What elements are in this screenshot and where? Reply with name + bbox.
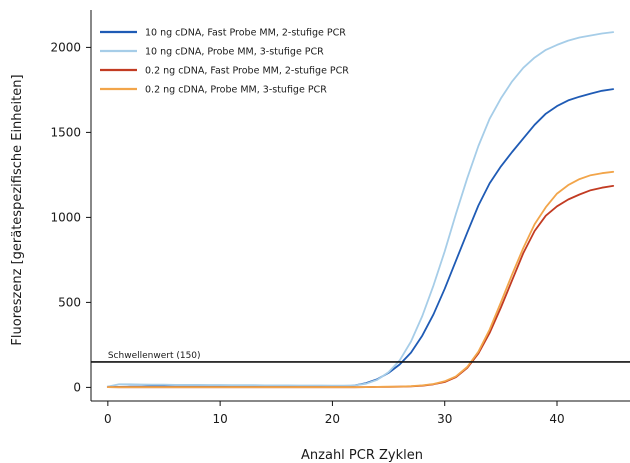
- x-tick-label: 10: [212, 412, 227, 426]
- y-tick-label: 1500: [50, 125, 81, 139]
- x-axis-title: Anzahl PCR Zyklen: [301, 448, 423, 463]
- series-line: [106, 88, 615, 388]
- legend-label: 0.2 ng cDNA, Probe MM, 3-stufige PCR: [145, 85, 327, 96]
- y-tick-label: 0: [73, 380, 81, 394]
- y-tick-label: 2000: [50, 40, 81, 54]
- x-tick-label: 30: [437, 412, 452, 426]
- series-line: [106, 31, 615, 388]
- legend-label: 10 ng cDNA, Probe MM, 3-stufige PCR: [145, 47, 324, 58]
- threshold-label: Schwellenwert (150): [108, 351, 201, 361]
- threshold-group: Schwellenwert (150): [91, 351, 630, 363]
- x-tick-label: 20: [325, 412, 340, 426]
- y-tick-label: 1000: [50, 210, 81, 224]
- series-line: [106, 170, 615, 389]
- y-tick-label: 500: [58, 295, 81, 309]
- y-axis-title: Fluoreszenz [gerätespezifische Einheiten…: [10, 74, 25, 345]
- axes: [90, 10, 630, 402]
- plot-lines: [106, 31, 615, 389]
- legend-label: 10 ng cDNA, Fast Probe MM, 2-stufige PCR: [145, 28, 346, 39]
- x-tick-label: 0: [104, 412, 112, 426]
- legend-label: 0.2 ng cDNA, Fast Probe MM, 2-stufige PC…: [145, 66, 349, 77]
- legend: 10 ng cDNA, Fast Probe MM, 2-stufige PCR…: [100, 28, 349, 96]
- x-tick-label: 40: [549, 412, 564, 426]
- ticks: 0 10 20 30 40 0 500 1000 1500 2000: [50, 40, 564, 426]
